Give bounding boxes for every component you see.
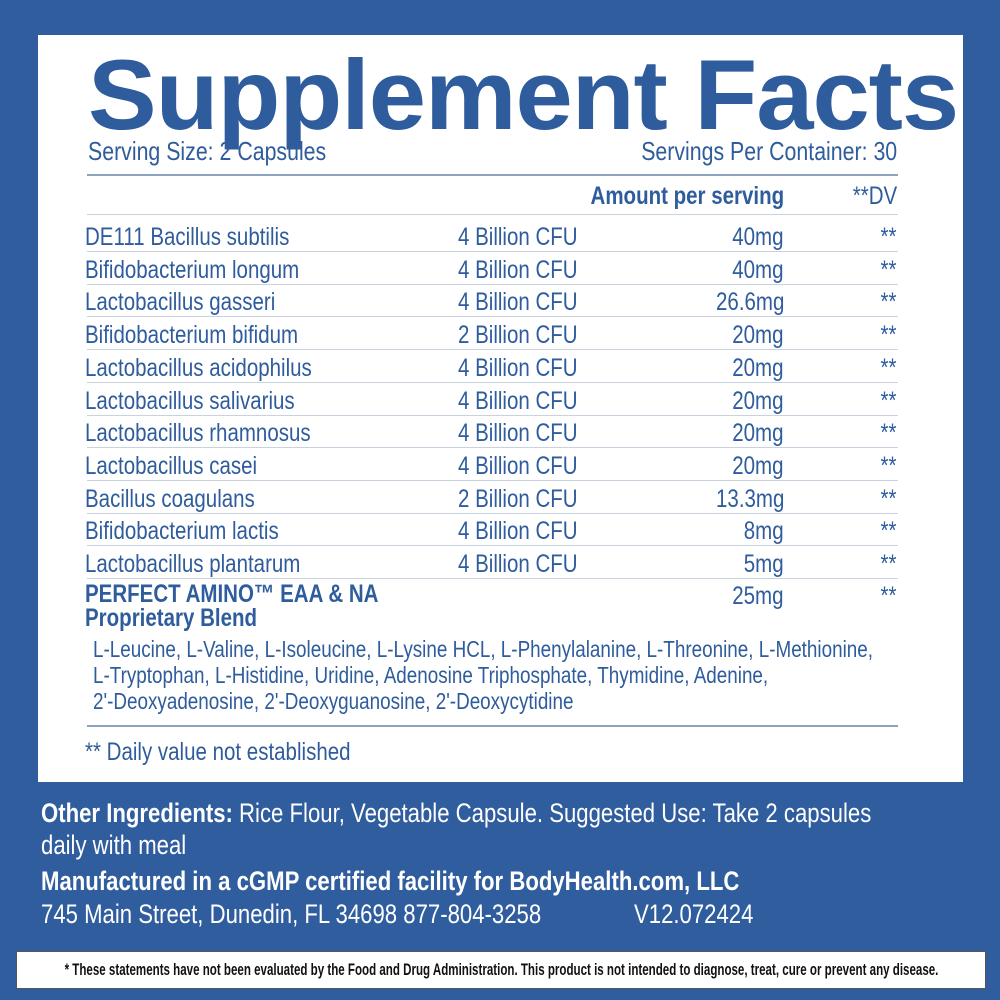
ingredient-name: Bifidobacterium lactis (85, 517, 279, 546)
ingredient-dv: ** (880, 550, 896, 578)
table-row: Lactobacillus plantarum 4 Billion CFU 5m… (0, 546, 1000, 579)
facts-panel (38, 35, 963, 782)
table-row: Lactobacillus salivarius 4 Billion CFU 2… (0, 383, 1000, 416)
blend-ingredients: L-Leucine, L-Valine, L-Isoleucine, L-Lys… (93, 636, 1000, 714)
ingredient-amount: 13.3mg (715, 484, 784, 513)
blend-amount: 25mg (732, 582, 784, 610)
other-ingredients-label: Other Ingredients: (41, 798, 233, 828)
fda-disclaimer: * These statements have not been evaluat… (16, 951, 986, 989)
ingredient-cfu: 4 Billion CFU (458, 353, 578, 382)
row-divider (87, 349, 898, 351)
ingredient-dv: ** (880, 353, 896, 382)
address: 745 Main Street, Dunedin, FL 34698 877-8… (41, 899, 542, 929)
row-divider (87, 283, 898, 285)
ingredient-dv: ** (880, 321, 896, 350)
divider (87, 174, 898, 176)
other-ingredients-text: Rice Flour, Vegetable Capsule. Suggested… (232, 798, 872, 828)
ingredients-line: L-Tryptophan, L-Histidine, Uridine, Aden… (93, 662, 769, 688)
row-divider (87, 479, 898, 481)
ingredient-cfu: 2 Billion CFU (458, 484, 578, 513)
ingredient-name: Lactobacillus gasseri (85, 288, 276, 317)
row-divider (87, 251, 898, 252)
divider (87, 725, 898, 727)
ingredients-line: L-Leucine, L-Valine, L-Isoleucine, L-Lys… (93, 636, 873, 662)
ingredient-name: Lactobacillus rhamnosus (85, 419, 311, 448)
other-ingredients-text: daily with meal (41, 830, 187, 860)
ingredient-amount: 8mg (744, 517, 784, 546)
blend-dv: ** (880, 582, 896, 610)
ingredient-dv: ** (880, 484, 896, 513)
ingredient-name: Bifidobacterium bifidum (85, 321, 299, 350)
table-row: Lactobacillus casei 4 Billion CFU 20mg *… (0, 448, 1000, 481)
manufacturer: Manufactured in a cGMP certified facilit… (41, 866, 740, 896)
table-row: Lactobacillus rhamnosus 4 Billion CFU 20… (0, 415, 1000, 448)
table-row: Lactobacillus gasseri 4 Billion CFU 26.6… (0, 284, 1000, 317)
ingredient-name: Lactobacillus plantarum (85, 550, 301, 578)
row-divider (87, 545, 898, 547)
ingredient-amount: 26.6mg (715, 288, 784, 317)
ingredient-dv: ** (880, 517, 896, 546)
ingredient-dv: ** (880, 451, 896, 480)
table-row: Lactobacillus acidophilus 4 Billion CFU … (0, 350, 1000, 383)
servings-per-container: Servings Per Container: 30 (641, 136, 897, 166)
ingredient-amount: 40mg (732, 255, 784, 284)
ingredient-name: Lactobacillus acidophilus (85, 353, 312, 382)
row-divider (87, 578, 898, 579)
blend-row: PERFECT AMINO™ EAA & NA Proprietary Blend… (0, 578, 1000, 631)
ingredient-dv: ** (880, 255, 896, 284)
row-divider (87, 414, 898, 416)
row-divider (87, 447, 898, 449)
dv-header: **DV (852, 182, 897, 210)
row-divider (87, 381, 898, 383)
ingredient-cfu: 4 Billion CFU (458, 223, 578, 251)
ingredient-cfu: 4 Billion CFU (458, 550, 578, 578)
ingredient-name: Bifidobacterium longum (85, 255, 300, 284)
table-row: Bifidobacterium bifidum 2 Billion CFU 20… (0, 317, 1000, 350)
ingredient-cfu: 4 Billion CFU (458, 386, 578, 415)
amount-header: Amount per serving (590, 182, 784, 210)
version: V12.072424 (634, 899, 754, 929)
ingredients-line: 2'-Deoxyadenosine, 2'-Deoxyguanosine, 2'… (93, 688, 574, 714)
ingredient-dv: ** (880, 386, 896, 415)
ingredient-amount: 20mg (732, 386, 784, 415)
ingredient-cfu: 4 Billion CFU (458, 255, 578, 284)
ingredient-amount: 20mg (732, 353, 784, 382)
serving-size: Serving Size: 2 Capsules (88, 136, 327, 166)
table-row: Bacillus coagulans 2 Billion CFU 13.3mg … (0, 481, 1000, 514)
footnote: ** Daily value not established (85, 738, 351, 766)
ingredient-amount: 20mg (732, 321, 784, 350)
ingredient-dv: ** (880, 223, 896, 251)
ingredient-amount: 40mg (732, 223, 784, 251)
blend-name: PERFECT AMINO™ EAA & NA (85, 580, 379, 608)
ingredient-dv: ** (880, 419, 896, 448)
ingredient-cfu: 4 Billion CFU (458, 517, 578, 546)
ingredient-name: Bacillus coagulans (85, 484, 255, 513)
ingredient-cfu: 4 Billion CFU (458, 419, 578, 448)
table-row: Bifidobacterium longum 4 Billion CFU 40m… (0, 252, 1000, 285)
ingredient-name: Lactobacillus salivarius (85, 386, 295, 415)
ingredient-name: Lactobacillus casei (85, 451, 258, 480)
row-divider (87, 512, 898, 514)
ingredient-cfu: 2 Billion CFU (458, 321, 578, 350)
table-row: DE111 Bacillus subtilis 4 Billion CFU 40… (0, 219, 1000, 252)
ingredient-cfu: 4 Billion CFU (458, 451, 578, 480)
table-row: Bifidobacterium lactis 4 Billion CFU 8mg… (0, 513, 1000, 546)
other-ingredients: Other Ingredients: Rice Flour, Vegetable… (41, 797, 1000, 861)
ingredient-amount: 20mg (732, 419, 784, 448)
ingredient-name: DE111 Bacillus subtilis (85, 223, 290, 251)
ingredient-dv: ** (880, 288, 896, 317)
blend-subtitle: Proprietary Blend (85, 604, 258, 632)
disclaimer-text: * These statements have not been evaluat… (64, 960, 938, 979)
row-divider (87, 316, 898, 318)
ingredient-amount: 20mg (732, 451, 784, 480)
divider (87, 214, 898, 215)
page-title: Supplement Facts (88, 39, 959, 150)
ingredient-cfu: 4 Billion CFU (458, 288, 578, 317)
ingredient-amount: 5mg (744, 550, 784, 578)
